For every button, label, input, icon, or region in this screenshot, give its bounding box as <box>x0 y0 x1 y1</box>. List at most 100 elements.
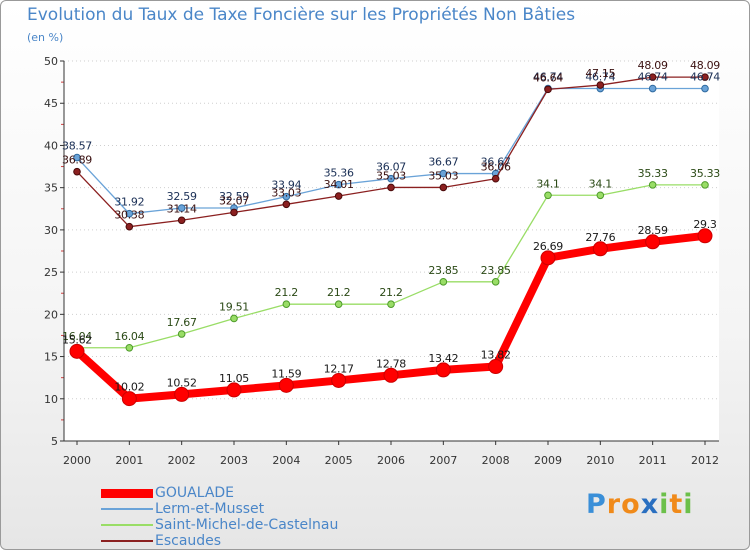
data-point <box>121 391 137 407</box>
logo-letter: x <box>640 489 660 520</box>
data-label: 12.78 <box>376 357 406 370</box>
data-label: 35.03 <box>428 169 458 182</box>
data-label: 34.01 <box>324 178 354 191</box>
data-label: 48.09 <box>638 59 668 72</box>
x-tick-label: 2010 <box>586 454 614 467</box>
data-label: 47.15 <box>585 67 615 80</box>
data-point <box>648 84 657 93</box>
legend-label: GOUALADE <box>155 485 235 501</box>
data-label: 11.59 <box>271 367 301 380</box>
data-label: 30.38 <box>114 209 144 222</box>
data-point <box>69 343 85 359</box>
x-tick-label: 2006 <box>377 454 405 467</box>
data-label: 16.04 <box>114 330 144 343</box>
data-label: 29.3 <box>693 218 717 231</box>
data-label: 46.74 <box>638 71 668 84</box>
x-tick-label: 2001 <box>115 454 143 467</box>
data-point <box>701 84 709 93</box>
data-point <box>125 343 134 352</box>
y-tick-label: 50 <box>44 55 58 68</box>
data-point <box>73 167 81 176</box>
y-tick-label: 25 <box>44 266 58 279</box>
y-tick-label: 30 <box>44 224 58 237</box>
data-point <box>125 209 134 218</box>
logo-letter: t <box>669 489 684 520</box>
data-label: 33.94 <box>271 179 301 192</box>
data-point <box>491 174 500 183</box>
legend-label: Escaudes <box>155 533 222 549</box>
data-label: 26.69 <box>533 240 563 253</box>
legend: GOUALADE Lerm-et-Musset Saint-Michel-de-Ca… <box>101 485 401 549</box>
data-label: 46.74 <box>533 71 563 84</box>
data-point <box>331 372 347 388</box>
data-point <box>387 174 395 183</box>
data-label: 12.17 <box>324 362 354 375</box>
proxiti-logo: Proxiti <box>586 489 694 520</box>
data-label: 36.67 <box>481 156 511 169</box>
data-point <box>177 204 186 212</box>
data-label: 31.14 <box>167 202 197 215</box>
data-point <box>435 362 451 378</box>
logo-letter: P <box>586 489 607 520</box>
data-label: 17.67 <box>167 316 197 329</box>
x-tick-label: 2002 <box>168 454 196 467</box>
data-point <box>488 359 504 375</box>
legend-swatch <box>101 524 153 526</box>
x-tick-label: 2003 <box>220 454 248 467</box>
data-label: 21.2 <box>379 286 402 299</box>
data-label: 32.59 <box>219 190 249 203</box>
data-point <box>648 73 657 81</box>
data-point <box>383 367 399 383</box>
data-point <box>282 300 291 309</box>
data-point <box>282 192 291 201</box>
chart-title: Evolution du Taux de Taxe Foncière sur l… <box>27 5 576 25</box>
data-point <box>491 278 500 286</box>
logo-letter: r <box>606 489 622 520</box>
data-point <box>334 192 343 200</box>
x-tick-label: 2009 <box>534 454 562 467</box>
data-label: 34.1 <box>589 177 612 190</box>
x-tick-label: 2011 <box>639 454 667 467</box>
legend-swatch <box>101 508 153 510</box>
data-point <box>645 234 661 250</box>
data-point <box>282 200 291 209</box>
data-label: 34.1 <box>536 177 559 190</box>
legend-label: Saint-Michel-de-Castelnau <box>155 517 339 533</box>
data-label: 31.92 <box>114 196 144 209</box>
data-point <box>701 181 709 189</box>
data-label: 48.09 <box>690 59 720 72</box>
x-tick-label: 2008 <box>482 454 510 467</box>
legend-item: GOUALADE <box>101 485 401 501</box>
y-tick-label: 40 <box>44 139 58 152</box>
data-point <box>177 216 186 225</box>
data-point <box>230 314 238 323</box>
x-tick-label: 2000 <box>63 454 91 467</box>
data-label: 35.03 <box>376 169 406 182</box>
legend-item: Saint-Michel-de-Castelnau <box>101 517 401 533</box>
y-tick-label: 20 <box>44 308 58 321</box>
data-label: 33.03 <box>271 186 301 199</box>
y-tick-label: 15 <box>44 351 58 364</box>
data-point <box>648 181 657 189</box>
data-point <box>439 183 448 192</box>
y-tick-label: 10 <box>44 393 58 406</box>
y-tick-label: 5 <box>51 435 58 448</box>
data-label: 36.67 <box>428 156 458 169</box>
data-label: 35.33 <box>638 167 668 180</box>
data-point <box>73 153 81 162</box>
data-label: 16.04 <box>62 330 92 343</box>
data-label: 13.82 <box>481 349 511 362</box>
y-tick-label: 45 <box>44 97 58 110</box>
data-label: 36.06 <box>481 161 511 174</box>
data-label: 21.2 <box>327 286 350 299</box>
logo-letter: o <box>621 489 641 520</box>
x-tick-label: 2007 <box>429 454 457 467</box>
data-point <box>596 191 605 200</box>
data-point <box>544 85 552 94</box>
data-point <box>177 330 186 338</box>
legend-swatch <box>101 540 153 542</box>
data-point <box>278 377 294 393</box>
x-tick-label: 2005 <box>325 454 353 467</box>
data-label: 35.33 <box>690 167 720 180</box>
